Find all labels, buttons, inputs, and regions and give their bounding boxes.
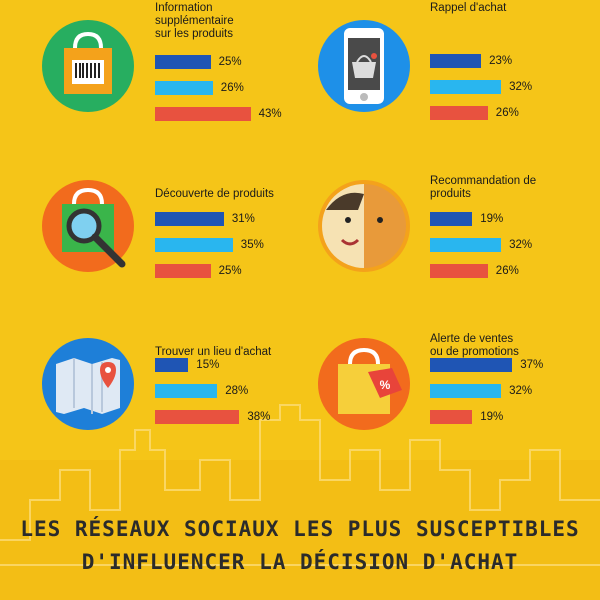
chart-title: LES RÉSEAUX SOCIAUX LES PLUS SUSCEPTIBLE…: [0, 512, 600, 578]
bar: [155, 264, 211, 278]
bar: [155, 212, 224, 226]
panel-title: Rappel d'achat: [430, 2, 570, 15]
bar: [430, 54, 482, 68]
data-label: 35%: [240, 239, 264, 251]
chart-panel: Rappel d'achat 23% 32% 26%: [300, 0, 600, 150]
data-label: 32%: [509, 81, 533, 93]
bar: [430, 410, 473, 424]
panel-title: Découverte de produits: [155, 188, 295, 201]
panel-title-line: Alerte de ventes: [430, 333, 514, 345]
data-label: 26%: [495, 265, 519, 277]
data-label: 26%: [220, 82, 244, 94]
smartphone-basket-icon: [318, 20, 410, 112]
bar: [430, 358, 513, 372]
bar: [430, 212, 473, 226]
chart-panel: % Alerte de ventes ou de promotions 37% 32% 1…: [300, 318, 600, 468]
data-label: 28%: [225, 385, 249, 397]
panel-title: Recommandation de produits: [430, 175, 570, 201]
data-label: 15%: [196, 359, 220, 371]
two-faces-icon: [318, 180, 410, 272]
bar: [430, 80, 502, 94]
data-label: 25%: [218, 56, 242, 68]
data-label: 31%: [231, 213, 255, 225]
bar: [155, 81, 213, 95]
panel-title-line: ou de promotions: [430, 346, 519, 358]
panel-title-line: produits: [430, 188, 471, 200]
bag-percent-tag-icon: %: [318, 338, 410, 430]
chart-panel: Information supplémentaire sur les produit…: [0, 0, 300, 150]
data-label: 38%: [247, 411, 271, 423]
panel-title: Trouver un lieu d'achat: [155, 346, 295, 359]
panel-title-line: supplémentaire: [155, 15, 234, 27]
panel-title: Alerte de ventes ou de promotions: [430, 333, 570, 359]
bar: [155, 358, 189, 372]
data-label: 19%: [480, 213, 504, 225]
bar: [155, 107, 251, 121]
svg-text:%: %: [380, 378, 391, 392]
bar: [430, 264, 488, 278]
data-label: 25%: [218, 265, 242, 277]
chart-title-line-1: LES RÉSEAUX SOCIAUX LES PLUS SUSCEPTIBLE…: [20, 517, 580, 541]
panel-title-line: Information: [155, 2, 213, 14]
data-label: 43%: [258, 108, 282, 120]
chart-panel: Découverte de produits 31% 35% 25%: [0, 160, 300, 310]
data-label: 23%: [489, 55, 513, 67]
panel-title-line: Rappel d'achat: [430, 2, 507, 14]
bar: [155, 55, 211, 69]
data-label: 19%: [480, 411, 504, 423]
bar: [155, 410, 240, 424]
data-label: 32%: [509, 385, 533, 397]
panel-title: Information supplémentaire sur les produit…: [155, 2, 295, 41]
chart-panel: Recommandation de produits 19% 32% 26%: [300, 160, 600, 310]
data-label: 26%: [495, 107, 519, 119]
city-skyline-decoration: [0, 404, 600, 600]
map-pin-icon: [42, 338, 134, 430]
panel-title-line: sur les produits: [155, 28, 233, 40]
panel-title-line: Découverte de produits: [155, 188, 274, 200]
chart-panel: Trouver un lieu d'achat 15% 28% 38%: [0, 318, 300, 468]
bar: [155, 384, 218, 398]
bag-magnifier-icon: [42, 180, 134, 272]
data-label: 32%: [509, 239, 533, 251]
chart-title-line-2: D'INFLUENCER LA DÉCISION D'ACHAT: [81, 550, 519, 574]
bar: [430, 106, 488, 120]
bar: [430, 238, 502, 252]
data-label: 37%: [520, 359, 544, 371]
bar: [155, 238, 233, 252]
panel-title-line: Recommandation de: [430, 175, 537, 187]
shopping-bag-barcode-icon: [42, 20, 134, 112]
panel-title-line: Trouver un lieu d'achat: [155, 346, 272, 358]
bar: [430, 384, 502, 398]
